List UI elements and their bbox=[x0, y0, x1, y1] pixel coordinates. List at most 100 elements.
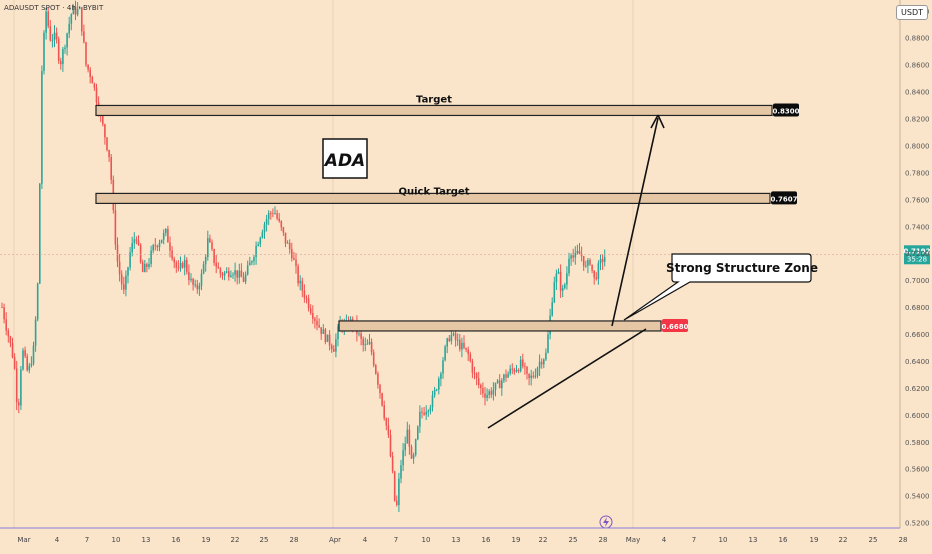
candle-body bbox=[423, 412, 425, 415]
candle-body bbox=[482, 388, 484, 394]
candle-body bbox=[261, 232, 264, 238]
candle-body bbox=[162, 232, 165, 240]
price-tick-label: 0.8800 bbox=[905, 35, 930, 43]
candle-body bbox=[192, 278, 194, 285]
candle-body bbox=[421, 411, 423, 413]
quick-target-price-tag-bg bbox=[771, 191, 797, 205]
candle-body bbox=[95, 87, 98, 103]
candle-body bbox=[81, 7, 83, 32]
candle-body bbox=[486, 394, 488, 398]
candle-body bbox=[471, 361, 474, 373]
candle-body bbox=[582, 256, 585, 267]
candle-body bbox=[360, 333, 362, 339]
candle-body bbox=[547, 334, 549, 353]
time-tick-label: 19 bbox=[512, 536, 521, 544]
candle-body bbox=[217, 266, 220, 269]
candle-body bbox=[194, 284, 196, 286]
candle-body bbox=[53, 32, 56, 41]
candle-body bbox=[173, 258, 175, 263]
candle-body bbox=[129, 252, 131, 268]
candle-body bbox=[561, 287, 564, 291]
candle-body bbox=[299, 280, 301, 284]
candle-body bbox=[131, 243, 133, 253]
candle-body bbox=[9, 336, 12, 344]
candle-body bbox=[118, 261, 121, 275]
candle-body bbox=[528, 373, 530, 379]
candle-body bbox=[576, 250, 579, 254]
time-tick-label: 13 bbox=[142, 536, 151, 544]
candle-body bbox=[465, 347, 467, 350]
candle-body bbox=[51, 40, 54, 41]
candle-body bbox=[425, 411, 427, 415]
candle-body bbox=[362, 338, 364, 346]
candle-body bbox=[454, 333, 457, 341]
candle-body bbox=[246, 265, 249, 275]
lightning-icon-bolt bbox=[603, 517, 609, 527]
candle-body bbox=[165, 228, 167, 233]
candle-body bbox=[452, 333, 455, 335]
candle-body bbox=[102, 114, 104, 125]
candle-body bbox=[64, 47, 66, 50]
candle-body bbox=[507, 373, 509, 378]
candle-body bbox=[333, 349, 335, 352]
price-tick-label: 0.7200 bbox=[905, 250, 930, 258]
candle-body bbox=[591, 264, 593, 271]
candle-body bbox=[601, 259, 604, 262]
candle-body bbox=[154, 245, 157, 247]
candle-body bbox=[402, 450, 404, 466]
candle-body bbox=[572, 255, 574, 258]
candle-body bbox=[265, 219, 268, 225]
candle-body bbox=[398, 478, 400, 505]
time-tick-label: 7 bbox=[394, 536, 398, 544]
candle-body bbox=[167, 228, 169, 243]
time-tick-label: 4 bbox=[662, 536, 667, 544]
currency-label[interactable]: USDT bbox=[896, 5, 928, 20]
candle-body bbox=[223, 272, 226, 276]
candle-body bbox=[169, 242, 171, 251]
time-tick-label: 10 bbox=[422, 536, 431, 544]
candle-body bbox=[240, 270, 243, 278]
candle-body bbox=[293, 258, 295, 260]
candle-body bbox=[494, 382, 497, 390]
candle-body bbox=[249, 262, 251, 266]
candle-body bbox=[543, 359, 545, 365]
candle-body bbox=[568, 258, 570, 274]
candle-body bbox=[41, 70, 43, 184]
candle-body bbox=[383, 405, 385, 419]
candle-body bbox=[251, 261, 253, 263]
time-tick-label: 22 bbox=[839, 536, 848, 544]
time-tick-label: 25 bbox=[569, 536, 578, 544]
candle-body bbox=[267, 213, 270, 220]
candle-body bbox=[519, 359, 522, 372]
candle-body bbox=[492, 389, 495, 395]
candle-body bbox=[141, 262, 144, 273]
candle-body bbox=[186, 259, 188, 272]
candle-body bbox=[139, 244, 142, 263]
candle-body bbox=[404, 443, 406, 451]
candle-body bbox=[26, 356, 28, 371]
candle-body bbox=[190, 278, 192, 281]
candle-body bbox=[152, 245, 154, 251]
candle-body bbox=[330, 345, 333, 350]
candle-body bbox=[396, 500, 398, 505]
support-price-tag-bg bbox=[662, 318, 688, 332]
price-tick-label: 0.5800 bbox=[905, 439, 930, 447]
candle-body bbox=[509, 368, 511, 374]
price-tick-label: 0.8400 bbox=[905, 89, 930, 97]
candle-body bbox=[278, 218, 280, 222]
time-tick-label: 16 bbox=[779, 536, 788, 544]
countdown-value: 35:28 bbox=[907, 255, 927, 263]
candle-body bbox=[228, 271, 230, 277]
candle-body bbox=[286, 242, 289, 244]
candle-body bbox=[148, 263, 150, 267]
candle-body bbox=[204, 257, 207, 265]
candle-body bbox=[431, 395, 434, 408]
candle-body bbox=[551, 302, 553, 316]
candle-body bbox=[335, 339, 337, 352]
candle-body bbox=[209, 238, 211, 243]
candle-body bbox=[406, 429, 409, 444]
time-tick-label: 16 bbox=[482, 536, 491, 544]
candle-body bbox=[219, 268, 222, 274]
